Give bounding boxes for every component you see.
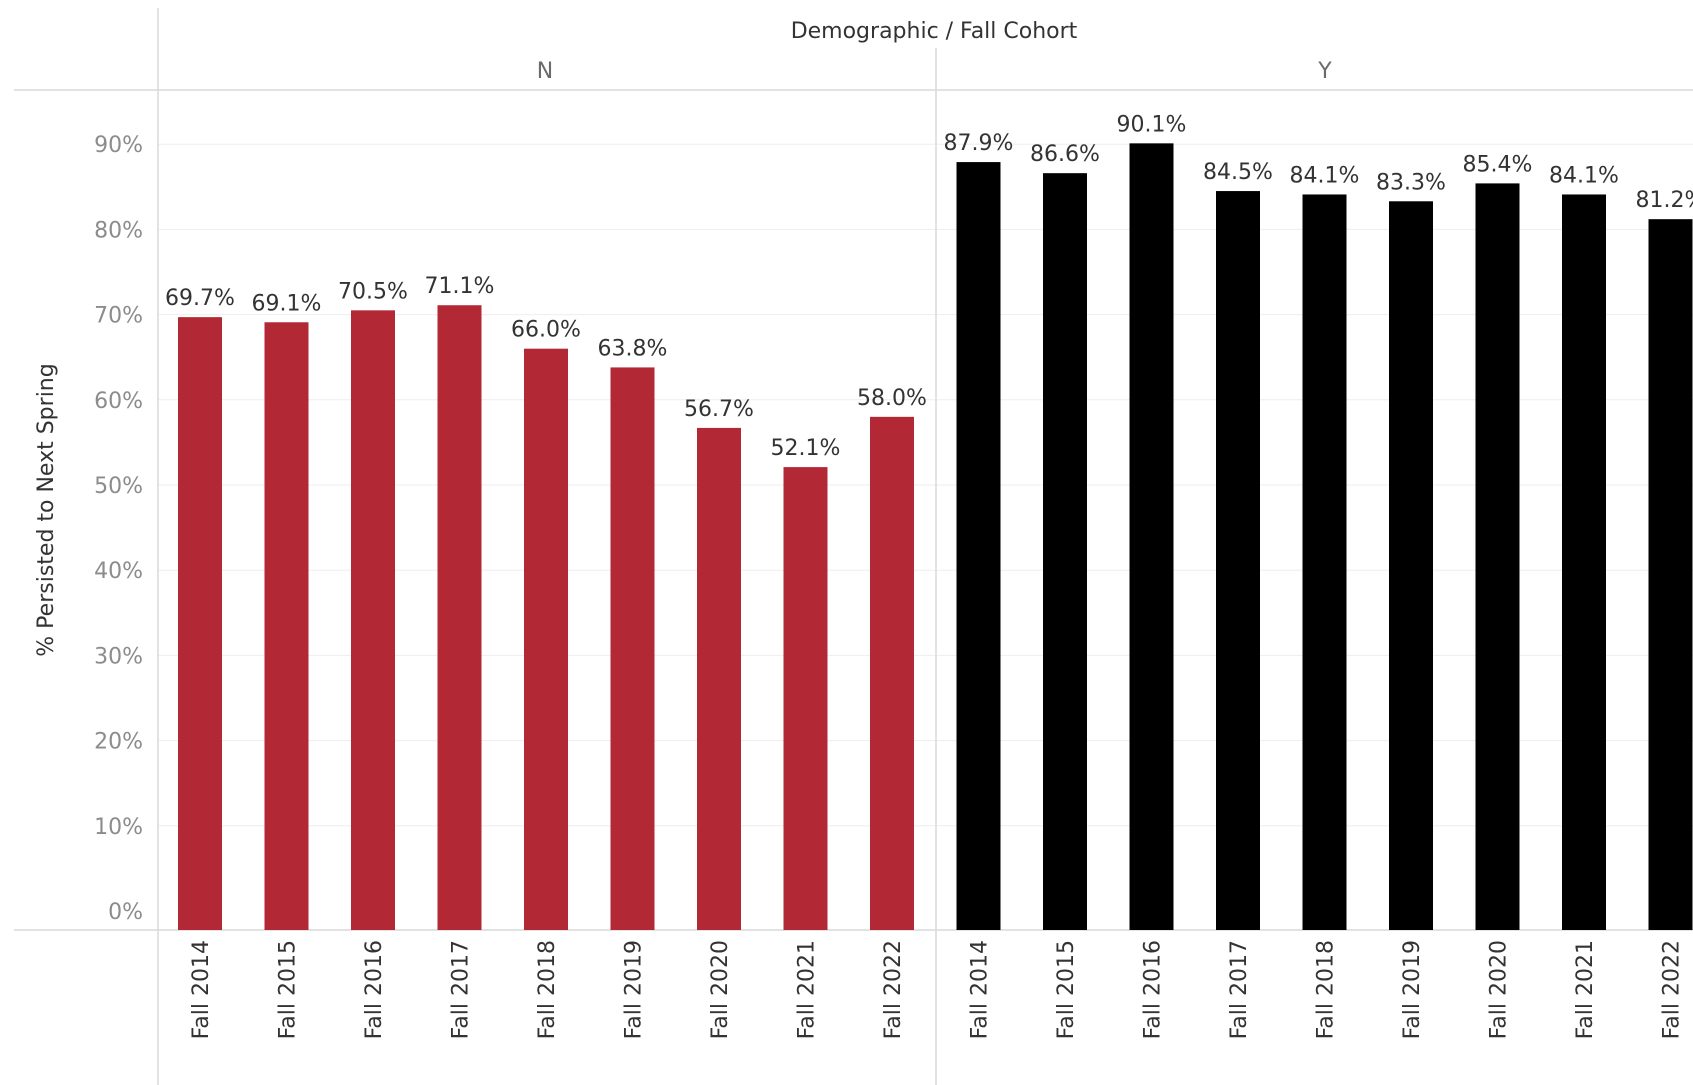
x-tick-label: Fall 2018	[1314, 940, 1339, 1039]
x-tick-label: Fall 2017	[449, 940, 474, 1039]
bar	[1302, 194, 1347, 930]
facet-header-n: N	[537, 59, 553, 84]
bar	[351, 310, 395, 931]
y-tick-label: 50%	[94, 474, 143, 499]
data-label: 58.0%	[857, 386, 927, 411]
data-label: 83.3%	[1376, 170, 1446, 195]
y-tick-label: 0%	[108, 900, 143, 925]
data-label: 84.5%	[1203, 160, 1273, 185]
x-tick-label: Fall 2018	[535, 940, 560, 1039]
data-label: 85.4%	[1463, 152, 1533, 177]
y-tick-label: 90%	[94, 133, 143, 158]
bar	[1648, 219, 1693, 930]
bar	[870, 416, 914, 931]
bar	[697, 427, 741, 930]
bars	[178, 143, 1693, 931]
x-tick-label: Fall 2014	[968, 940, 993, 1039]
x-tick-label: Fall 2014	[189, 940, 214, 1039]
y-tick-label: 70%	[94, 304, 143, 329]
x-tick-label: Fall 2020	[1487, 940, 1512, 1039]
y-tick-label: 20%	[94, 730, 143, 755]
bar	[1389, 201, 1433, 930]
x-tick-label: Fall 2016	[1141, 940, 1166, 1039]
x-tick-label: Fall 2019	[1400, 940, 1425, 1039]
x-tick-label: Fall 2015	[276, 940, 301, 1039]
bar	[437, 305, 482, 930]
data-label: 56.7%	[684, 397, 754, 422]
y-tick-label: 40%	[94, 559, 143, 584]
data-label: 84.1%	[1549, 163, 1619, 188]
data-label: 69.1%	[252, 291, 322, 316]
column-header-title: Demographic / Fall Cohort	[791, 19, 1078, 44]
bar	[264, 322, 309, 930]
bar	[524, 348, 568, 930]
data-label: 86.6%	[1030, 142, 1100, 167]
y-tick-label: 30%	[94, 644, 143, 669]
y-axis-ticks: 0% 10% 20% 30% 40% 50% 60% 70% 80% 90%	[94, 133, 143, 925]
data-label: 87.9%	[944, 131, 1014, 156]
x-tick-label: Fall 2019	[622, 940, 647, 1039]
x-tick-label: Fall 2016	[362, 940, 387, 1039]
y-tick-label: 10%	[94, 815, 143, 840]
data-label: 70.5%	[338, 279, 408, 304]
data-label: 84.1%	[1290, 163, 1360, 188]
data-label: 81.2%	[1636, 188, 1693, 213]
y-axis-label: % Persisted to Next Spring	[34, 363, 59, 656]
facet-header-y: Y	[1317, 59, 1332, 84]
gridlines	[158, 143, 1693, 827]
data-label: 52.1%	[771, 436, 841, 461]
x-tick-label: Fall 2015	[1054, 940, 1079, 1039]
data-label: 63.8%	[598, 336, 668, 361]
y-tick-label: 80%	[94, 218, 143, 243]
bar	[1043, 173, 1087, 931]
x-tick-label: Fall 2020	[708, 940, 733, 1039]
bar	[783, 467, 828, 930]
bar	[956, 162, 1001, 931]
x-tick-label: Fall 2021	[1573, 940, 1598, 1039]
data-labels: 69.7% 69.1% 70.5% 71.1% 66.0% 63.8% 56.7% 52.1%…	[165, 112, 1693, 461]
data-label: 69.7%	[165, 286, 235, 311]
x-tick-label: Fall 2021	[795, 940, 820, 1039]
bar	[1475, 183, 1520, 931]
bar	[1562, 194, 1606, 930]
data-label: 71.1%	[425, 274, 495, 299]
x-tick-label: Fall 2022	[1660, 940, 1685, 1039]
bar	[1129, 143, 1174, 930]
data-label: 66.0%	[511, 318, 581, 343]
y-tick-label: 60%	[94, 389, 143, 414]
x-tick-label: Fall 2017	[1227, 940, 1252, 1039]
data-label: 90.1%	[1117, 112, 1187, 137]
bar	[1216, 191, 1260, 930]
x-tick-label: Fall 2022	[881, 940, 906, 1039]
bar	[178, 317, 222, 930]
x-axis-ticks: Fall 2014 Fall 2015 Fall 2016 Fall 2017 Fall…	[189, 940, 1685, 1039]
bar	[610, 367, 655, 930]
